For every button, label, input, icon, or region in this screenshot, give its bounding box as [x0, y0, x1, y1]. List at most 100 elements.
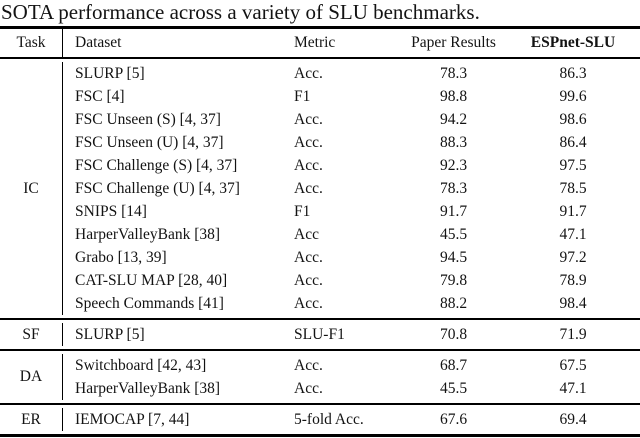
metric-cell: Acc. — [294, 65, 323, 82]
metric-cell: Acc. — [294, 272, 323, 289]
table-body: IC SLURP [5] Acc. 78.3 86.3 FSC [4] F1 98.8 99.6… — [0, 59, 640, 434]
metric-cell: Acc. — [294, 380, 323, 397]
dataset-cell: Switchboard [42, 43] — [75, 357, 207, 374]
table-top-rule — [0, 26, 640, 29]
header-dataset: Dataset — [75, 34, 122, 51]
dataset-cell: Grabo [13, 39] — [75, 249, 167, 266]
table-row: SNIPS [14] F1 91.7 91.7 — [63, 200, 640, 223]
espnet-result-cell: 71.9 — [559, 326, 587, 343]
metric-cell: Acc. — [294, 295, 323, 312]
table-row: Speech Commands [41] Acc. 88.2 98.4 — [63, 292, 640, 315]
table-row: HarperValleyBank [38] Acc 45.5 47.1 — [63, 223, 640, 246]
espnet-result-cell: 91.7 — [559, 203, 587, 220]
espnet-result-cell: 86.3 — [559, 65, 587, 82]
espnet-result-cell: 97.2 — [559, 249, 587, 266]
table-row: FSC Challenge (S) [4, 37] Acc. 92.3 97.5 — [63, 154, 640, 177]
espnet-result-cell: 86.4 — [559, 134, 587, 151]
table-section-rule — [0, 349, 640, 351]
metric-cell: Acc. — [294, 249, 323, 266]
paper-result-cell: 94.5 — [439, 249, 468, 266]
paper-result-cell: 91.7 — [439, 203, 468, 220]
table-row: HarperValleyBank [38] Acc. 45.5 47.1 — [63, 377, 640, 400]
header-metric: Metric — [294, 34, 336, 51]
espnet-result-cell: 98.6 — [559, 111, 587, 128]
dataset-cell: FSC Unseen (S) [4, 37] — [75, 111, 221, 128]
paper-result-cell: 45.5 — [439, 226, 468, 243]
espnet-result-cell: 47.1 — [559, 226, 587, 243]
dataset-cell: SLURP [5] — [75, 326, 145, 343]
table-row: FSC [4] F1 98.8 99.6 — [63, 85, 640, 108]
paper-result-cell: 88.2 — [439, 295, 468, 312]
paper-result-cell: 98.8 — [439, 88, 468, 105]
dataset-cell: SLURP [5] — [75, 65, 145, 82]
espnet-result-cell: 99.6 — [559, 88, 587, 105]
paper-result-cell: 70.8 — [439, 326, 468, 343]
espnet-result-cell: 67.5 — [559, 357, 587, 374]
metric-cell: F1 — [294, 88, 311, 105]
metric-cell: Acc — [294, 226, 319, 243]
metric-cell: F1 — [294, 203, 311, 220]
header-espnet-slu: ESPnet-SLU — [530, 34, 616, 51]
header-cells-row: Dataset Metric Paper Results ESPnet-SLU — [63, 29, 640, 57]
dataset-cell: FSC [4] — [75, 88, 125, 105]
table-section-rule — [0, 403, 640, 405]
table-section-sf: SF SLURP [5] SLU-F1 70.8 71.9 — [0, 320, 640, 349]
paper-result-cell: 45.5 — [439, 380, 468, 397]
dataset-cell: IEMOCAP [7, 44] — [75, 411, 190, 428]
paper-result-cell: 68.7 — [439, 357, 468, 374]
table-header-row: Task Dataset Metric Paper Results ESPnet… — [0, 29, 640, 57]
table-bottom-rule — [0, 434, 640, 437]
task-label: IC — [0, 62, 63, 315]
table-row: IEMOCAP [7, 44] 5-fold Acc. 67.6 69.4 — [63, 408, 640, 431]
paper-result-cell: 67.6 — [439, 411, 468, 428]
table-section-da: DA Switchboard [42, 43] Acc. 68.7 67.5 Harper… — [0, 351, 640, 403]
table-row: FSC Unseen (U) [4, 37] Acc. 88.3 86.4 — [63, 131, 640, 154]
table-header-rule — [0, 57, 640, 59]
task-label: ER — [0, 408, 63, 431]
table-row: CAT-SLU MAP [28, 40] Acc. 79.8 78.9 — [63, 269, 640, 292]
dataset-cell: FSC Unseen (U) [4, 37] — [75, 134, 224, 151]
metric-cell: SLU-F1 — [294, 326, 345, 343]
metric-cell: Acc. — [294, 357, 323, 374]
table-section-ic: IC SLURP [5] Acc. 78.3 86.3 FSC [4] F1 98.8 99.6… — [0, 59, 640, 318]
section-rows: IEMOCAP [7, 44] 5-fold Acc. 67.6 69.4 — [63, 408, 640, 431]
metric-cell: Acc. — [294, 157, 323, 174]
table-row: FSC Unseen (S) [4, 37] Acc. 94.2 98.6 — [63, 108, 640, 131]
paper-result-cell: 88.3 — [439, 134, 468, 151]
espnet-result-cell: 69.4 — [559, 411, 587, 428]
dataset-cell: FSC Challenge (S) [4, 37] — [75, 157, 238, 174]
espnet-result-cell: 78.5 — [559, 180, 587, 197]
espnet-result-cell: 78.9 — [559, 272, 587, 289]
task-label: SF — [0, 323, 63, 346]
dataset-cell: CAT-SLU MAP [28, 40] — [75, 272, 228, 289]
paper-result-cell: 92.3 — [439, 157, 468, 174]
espnet-result-cell: 98.4 — [559, 295, 587, 312]
table-row: SLURP [5] SLU-F1 70.8 71.9 — [63, 323, 640, 346]
dataset-cell: FSC Challenge (U) [4, 37] — [75, 180, 240, 197]
table-row: Switchboard [42, 43] Acc. 68.7 67.5 — [63, 354, 640, 377]
dataset-cell: HarperValleyBank [38] — [75, 380, 221, 397]
metric-cell: Acc. — [294, 180, 323, 197]
table-row: Grabo [13, 39] Acc. 94.5 97.2 — [63, 246, 640, 269]
table-caption: SOTA performance across a variety of SLU… — [1, 0, 480, 24]
paper-result-cell: 78.3 — [439, 65, 468, 82]
dataset-cell: HarperValleyBank [38] — [75, 226, 221, 243]
section-rows: Switchboard [42, 43] Acc. 68.7 67.5 HarperVa… — [63, 354, 640, 400]
header-task: Task — [0, 29, 63, 57]
table-row: SLURP [5] Acc. 78.3 86.3 — [63, 62, 640, 85]
paper-result-cell: 94.2 — [439, 111, 468, 128]
section-rows: SLURP [5] Acc. 78.3 86.3 FSC [4] F1 98.8 99.6 FS… — [63, 62, 640, 315]
dataset-cell: Speech Commands [41] — [75, 295, 224, 312]
paper-result-cell: 78.3 — [439, 180, 468, 197]
dataset-cell: SNIPS [14] — [75, 203, 147, 220]
paper-result-cell: 79.8 — [439, 272, 468, 289]
table-section-rule — [0, 318, 640, 320]
section-rows: SLURP [5] SLU-F1 70.8 71.9 — [63, 323, 640, 346]
metric-cell: Acc. — [294, 111, 323, 128]
table-section-er: ER IEMOCAP [7, 44] 5-fold Acc. 67.6 69.4 — [0, 405, 640, 434]
espnet-result-cell: 47.1 — [559, 380, 587, 397]
espnet-result-cell: 97.5 — [559, 157, 587, 174]
header-paper-results: Paper Results — [411, 34, 496, 51]
task-label: DA — [0, 354, 63, 400]
